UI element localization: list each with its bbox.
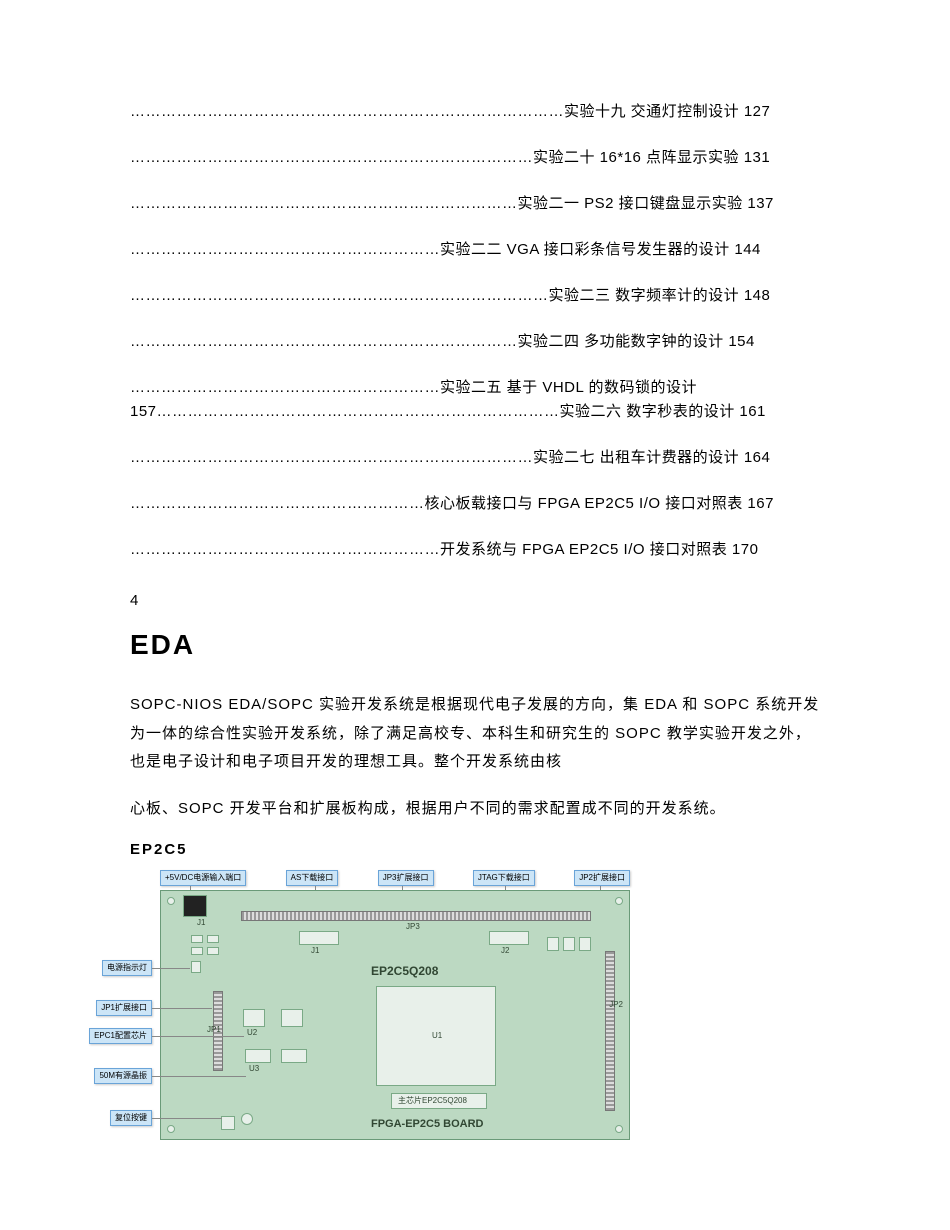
toc-entry: ……………………………………………………开发系统与 FPGA EP2C5 I/O… (130, 538, 820, 562)
toc-entry: …………………………………………………………………………实验十九 交通灯控制设计… (130, 100, 820, 124)
chip-model-label: EP2C5Q208 (371, 965, 438, 977)
toc-entry: …………………………………………………………………实验二四 多功能数字钟的设计 … (130, 330, 820, 354)
callout-power: +5V/DC电源输入端口 (160, 870, 246, 886)
toc-entry: ……………………………………………………………………实验二七 出租车计费器的设计… (130, 446, 820, 470)
toc-entry: …………………………………………………核心板载接口与 FPGA EP2C5 I/… (130, 492, 820, 516)
toc-entry: ………………………………………………………………………实验二三 数字频率计的设计… (130, 284, 820, 308)
callout-jp2: JP2扩展接口 (574, 870, 630, 886)
top-callouts: +5V/DC电源输入端口 AS下载接口 JP3扩展接口 JTAG下载接口 JP2… (160, 870, 630, 886)
page-number: 4 (130, 592, 820, 609)
callout-jp3: JP3扩展接口 (378, 870, 434, 886)
callout-reset: 复位按键 (110, 1110, 152, 1126)
section-heading: EDA (130, 629, 820, 661)
subheading: EP2C5 (130, 841, 820, 858)
callout-led: 电源指示灯 (102, 960, 152, 976)
callout-jp1: JP1扩展接口 (96, 1000, 152, 1016)
toc-entry: ……………………………………………………实验二二 VGA 接口彩条信号发生器的设… (130, 238, 820, 262)
pcb-board: J1 JP3 J1 J2 EP2C5Q208 U1 JP2 JP1 U2 (160, 890, 630, 1140)
toc-list: …………………………………………………………………………实验十九 交通灯控制设计… (130, 100, 820, 562)
callout-jtag: JTAG下载接口 (473, 870, 535, 886)
board-diagram: +5V/DC电源输入端口 AS下载接口 JP3扩展接口 JTAG下载接口 JP2… (160, 870, 630, 1140)
toc-entry: ……………………………………………………实验二五 基于 VHDL 的数码锁的设计… (130, 376, 820, 424)
callout-epcs: EPC1配置芯片 (89, 1028, 152, 1044)
paragraph: SOPC-NIOS EDA/SOPC 实验开发系统是根据现代电子发展的方向，集 … (130, 691, 820, 777)
toc-entry: …………………………………………………………………实验二一 PS2 接口键盘显示… (130, 192, 820, 216)
callout-as: AS下载接口 (286, 870, 339, 886)
center-label: 主芯片EP2C5Q208 (398, 1097, 467, 1105)
toc-entry: ……………………………………………………………………实验二十 16*16 点阵显… (130, 146, 820, 170)
callout-xtal: 50M有源晶振 (94, 1068, 152, 1084)
board-name-label: FPGA-EP2C5 BOARD (371, 1119, 483, 1130)
paragraph: 心板、SOPC 开发平台和扩展板构成，根据用户不同的需求配置成不同的开发系统。 (130, 795, 820, 824)
